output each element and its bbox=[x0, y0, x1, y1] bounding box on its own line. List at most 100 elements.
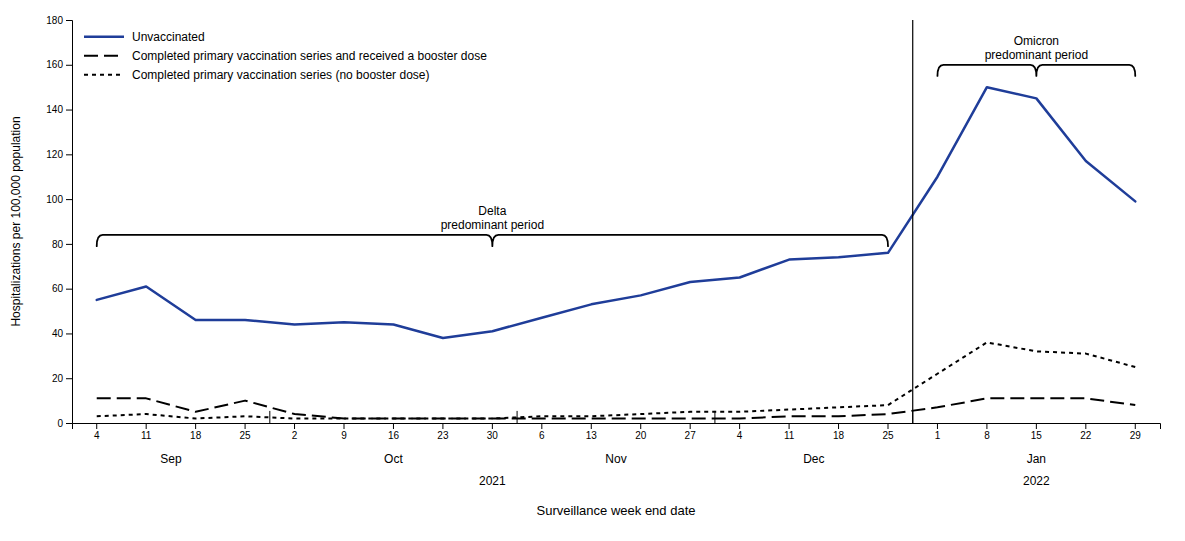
y-tick-label: 100 bbox=[46, 194, 63, 205]
x-tick: 8 bbox=[984, 423, 990, 441]
y-tick: 160 bbox=[46, 59, 72, 70]
y-tick: 100 bbox=[46, 194, 72, 205]
month-label: Nov bbox=[605, 452, 626, 466]
y-tick-mark bbox=[66, 154, 72, 155]
x-tick-mark bbox=[442, 423, 443, 429]
annotation-line: predominant period bbox=[441, 218, 544, 232]
y-tick-mark bbox=[66, 289, 72, 290]
y-tick-label: 0 bbox=[57, 418, 63, 429]
x-tick-label: 22 bbox=[1080, 430, 1092, 441]
month-label: Oct bbox=[384, 452, 403, 466]
month-label: Jan bbox=[1027, 452, 1046, 466]
x-tick: 22 bbox=[1080, 423, 1092, 441]
legend-label: Unvaccinated bbox=[132, 30, 205, 44]
x-tick: 25 bbox=[240, 423, 252, 441]
x-tick: 18 bbox=[190, 423, 202, 441]
y-tick-label: 180 bbox=[46, 15, 63, 26]
x-tick-label: 29 bbox=[1130, 430, 1142, 441]
month-divider bbox=[714, 411, 715, 423]
legend-swatch bbox=[84, 74, 124, 76]
x-tick-mark bbox=[1036, 423, 1037, 429]
y-tick-mark bbox=[66, 244, 72, 245]
x-tick-mark bbox=[541, 423, 542, 429]
bracket bbox=[937, 65, 1135, 76]
x-tick-label: 1 bbox=[935, 430, 941, 441]
y-tick-mark bbox=[66, 110, 72, 111]
year-label: 2022 bbox=[1023, 474, 1050, 488]
chart-container: 0204060801001201401601804111825291623306… bbox=[0, 0, 1185, 541]
y-tick-label: 20 bbox=[52, 373, 64, 384]
y-tick-mark bbox=[66, 65, 72, 66]
x-tick: 20 bbox=[635, 423, 647, 441]
annotation-label: Deltapredominant period bbox=[441, 204, 544, 232]
legend-item: Completed primary vaccination series and… bbox=[84, 49, 487, 63]
x-tick-label: 2 bbox=[292, 430, 298, 441]
legend-swatch bbox=[84, 36, 124, 39]
y-tick: 40 bbox=[52, 328, 72, 339]
x-tick-mark bbox=[146, 423, 147, 429]
x-tick: 27 bbox=[685, 423, 697, 441]
annotation-label: Omicronpredominant period bbox=[985, 34, 1088, 62]
y-tick-mark bbox=[66, 20, 72, 21]
x-tick-mark bbox=[492, 423, 493, 429]
x-tick-mark bbox=[195, 423, 196, 429]
y-tick-mark bbox=[66, 199, 72, 200]
month-divider bbox=[269, 411, 270, 423]
series-line bbox=[97, 342, 1136, 418]
x-tick: 1 bbox=[935, 423, 941, 441]
x-tick: 23 bbox=[437, 423, 449, 441]
x-tick: 9 bbox=[341, 423, 347, 441]
y-tick: 180 bbox=[46, 15, 72, 26]
x-tick-mark bbox=[986, 423, 987, 429]
y-tick-mark bbox=[66, 333, 72, 334]
x-tick-label: 30 bbox=[487, 430, 499, 441]
x-tick-mark bbox=[838, 423, 839, 429]
year-label: 2021 bbox=[479, 474, 506, 488]
x-tick-mark bbox=[789, 423, 790, 429]
x-tick-label: 25 bbox=[240, 430, 252, 441]
year-divider bbox=[912, 20, 913, 423]
annotation-line: Omicron bbox=[1014, 34, 1059, 48]
x-tick: 13 bbox=[586, 423, 598, 441]
y-tick-label: 140 bbox=[46, 104, 63, 115]
legend-item: Completed primary vaccination series (no… bbox=[84, 68, 429, 82]
x-tick-label: 8 bbox=[984, 430, 990, 441]
x-tick: 18 bbox=[833, 423, 845, 441]
y-tick: 20 bbox=[52, 373, 72, 384]
y-tick-mark bbox=[66, 423, 72, 424]
bracket bbox=[97, 235, 888, 246]
x-tick-mark bbox=[1085, 423, 1086, 429]
x-tick-mark bbox=[591, 423, 592, 429]
x-tick-mark bbox=[96, 423, 97, 429]
month-label: Sep bbox=[160, 452, 182, 466]
x-tick-label: 23 bbox=[437, 430, 449, 441]
x-tick: 29 bbox=[1130, 423, 1142, 441]
x-tick-label: 18 bbox=[833, 430, 845, 441]
y-tick: 60 bbox=[52, 283, 72, 294]
x-tick-label: 11 bbox=[784, 430, 795, 441]
x-tick-label: 27 bbox=[685, 430, 697, 441]
x-tick-label: 15 bbox=[1031, 430, 1043, 441]
x-axis-title: Surveillance week end date bbox=[537, 503, 696, 518]
y-tick: 140 bbox=[46, 104, 72, 115]
x-tick-label: 4 bbox=[94, 430, 100, 441]
x-tick-label: 16 bbox=[388, 430, 400, 441]
x-tick-label: 6 bbox=[539, 430, 545, 441]
x-tick-mark bbox=[1135, 423, 1136, 429]
axis-line bbox=[73, 424, 1161, 430]
x-tick-label: 18 bbox=[190, 430, 202, 441]
y-tick: 120 bbox=[46, 149, 72, 160]
y-tick-mark bbox=[66, 378, 72, 379]
y-tick: 0 bbox=[57, 418, 72, 429]
y-tick-label: 160 bbox=[46, 59, 63, 70]
legend-label: Completed primary vaccination series and… bbox=[132, 49, 487, 63]
x-tick-label: 9 bbox=[341, 430, 347, 441]
x-tick: 25 bbox=[882, 423, 894, 441]
y-axis-title: Hospitalizations per 100,000 population bbox=[9, 116, 23, 326]
annotation-line: Delta bbox=[478, 204, 506, 218]
x-tick-mark bbox=[344, 423, 345, 429]
y-tick-label: 60 bbox=[52, 283, 64, 294]
x-tick: 4 bbox=[94, 423, 100, 441]
x-axis: 4111825291623306132027411182518152229 bbox=[73, 423, 1161, 441]
plot: 0204060801001201401601804111825291623306… bbox=[46, 15, 1160, 488]
